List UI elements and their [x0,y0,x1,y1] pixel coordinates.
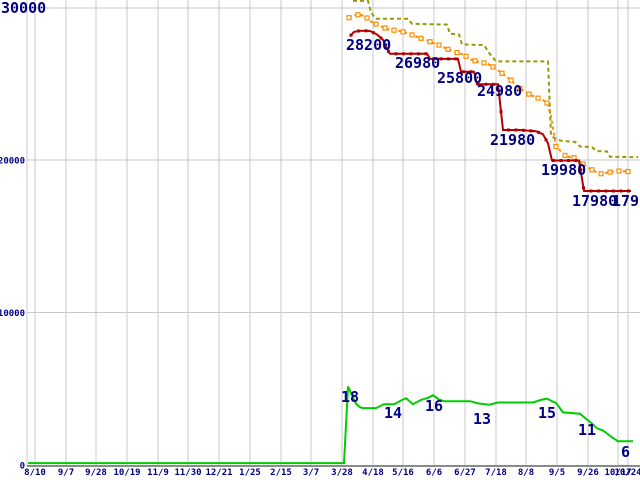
count-label: 6 [621,443,630,461]
y-tick-label: 20000 [0,157,25,167]
x-tick-label: 2/15 [270,468,292,478]
x-tick-label: 10/17 [604,468,631,478]
price-label: 17980 [572,192,617,210]
x-tick-label: 3/28 [331,468,353,478]
price-label: 17980 [612,192,640,210]
count-label: 15 [538,404,556,422]
x-tick-label: 9/7 [58,468,74,478]
price-label: 28200 [346,36,391,54]
price-label: 21980 [490,131,535,149]
y-tick-label: 30000 [1,0,46,17]
count-label: 14 [384,404,402,422]
x-tick-label: 11/30 [174,468,201,478]
x-tick-label: 4/18 [362,468,384,478]
x-tick-label: 8/8 [518,468,534,478]
price-label: 26980 [395,54,440,72]
price-label: 24980 [477,82,522,100]
x-tick-label: 3/7 [303,468,319,478]
x-tick-label: 9/5 [549,468,565,478]
x-tick-label: 6/27 [454,468,476,478]
x-tick-label: 9/26 [577,468,599,478]
count-label: 13 [473,410,491,428]
x-tick-label: 1/25 [239,468,261,478]
x-tick-label: 6/6 [426,468,442,478]
x-tick-label: 11/9 [147,468,169,478]
open-square-markers [346,12,631,177]
x-tick-label: 10/24 [614,468,640,478]
x-tick-label: 10/19 [113,468,140,478]
series-average-price-orange-dashed [346,12,631,177]
count-label: 11 [578,421,596,439]
axes [26,0,640,467]
x-axis-labels: 8/10 9/7 9/28 10/19 11/9 11/30 12/21 1/25 2/15 3/… [24,468,640,478]
series-upper-price-olive-dashed [353,0,639,159]
x-tick-label: 5/16 [392,468,414,478]
filled-square-markers [349,29,630,193]
count-label: 18 [341,388,359,406]
y-tick-label: 10000 [0,309,25,319]
series-store-count-green-solid [28,386,633,465]
y-axis-labels: 30000 20000 10000 0 [0,0,46,472]
x-tick-label: 8/10 [24,468,46,478]
price-label: 25800 [437,69,482,87]
y-tick-label: 0 [20,462,25,472]
x-tick-label: 7/18 [485,468,507,478]
x-tick-label: 12/21 [205,468,232,478]
gridlines [27,0,640,466]
count-label: 16 [425,397,443,415]
series-lowest-price-red-solid [349,29,631,193]
price-label: 19980 [541,161,586,179]
x-tick-label: 9/28 [85,468,107,478]
